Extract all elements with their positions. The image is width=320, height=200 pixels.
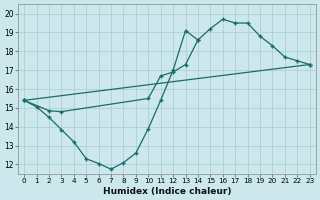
X-axis label: Humidex (Indice chaleur): Humidex (Indice chaleur) <box>103 187 231 196</box>
